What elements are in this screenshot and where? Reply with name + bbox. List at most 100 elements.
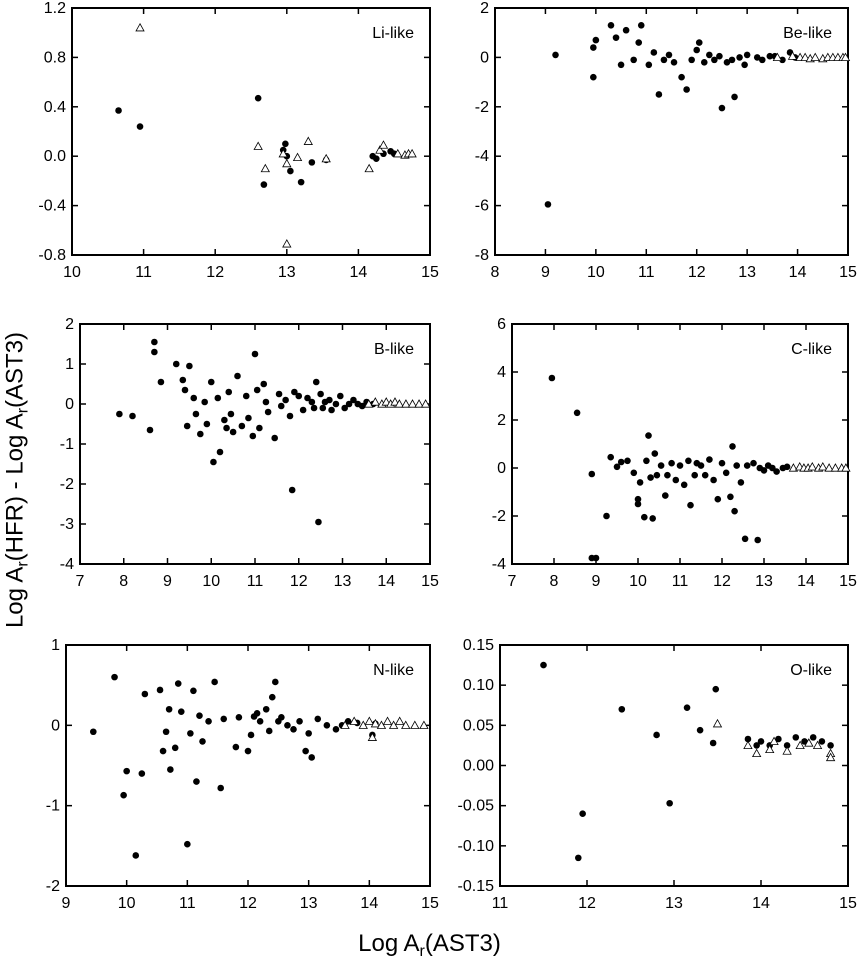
y-tick-label: -6 bbox=[475, 198, 489, 215]
data-point-circle bbox=[287, 167, 294, 175]
data-point-circle bbox=[718, 104, 726, 112]
plot-frame bbox=[511, 323, 849, 565]
data-point-triangle bbox=[382, 716, 393, 725]
data-point-circle bbox=[201, 398, 208, 406]
x-tick-label: 11 bbox=[672, 573, 689, 590]
y-tick-label: -0.05 bbox=[458, 798, 495, 815]
data-point-circle bbox=[693, 46, 701, 54]
data-point-circle bbox=[227, 410, 235, 418]
data-point-triangle bbox=[414, 399, 424, 408]
data-point-circle bbox=[217, 784, 224, 792]
data-point-circle bbox=[308, 159, 316, 166]
panel-li-like: 10 11 12 13 14 15 -0.8 -0.4 0.0 0.4 0.8 1.2 Li-like bbox=[38, 0, 439, 281]
data-point-circle bbox=[603, 512, 610, 520]
y-tick-label: -4 bbox=[60, 556, 74, 573]
y-tick-label: -1 bbox=[46, 798, 60, 815]
x-tick-label: 10 bbox=[63, 264, 81, 281]
data-point-triangle bbox=[810, 52, 820, 61]
data-point-circle bbox=[268, 693, 276, 701]
data-point-circle bbox=[728, 56, 736, 64]
data-point-circle bbox=[736, 54, 743, 61]
data-point-circle bbox=[701, 471, 709, 479]
data-point-circle bbox=[296, 718, 303, 725]
data-point-circle bbox=[156, 686, 164, 694]
data-point-circle bbox=[766, 52, 774, 60]
data-point-circle bbox=[115, 107, 122, 114]
x-tick-label: 13 bbox=[738, 264, 756, 281]
x-tick-label: 13 bbox=[278, 264, 296, 281]
panel-title: O-like bbox=[790, 662, 832, 679]
data-point-circle bbox=[653, 731, 660, 739]
data-point-circle bbox=[683, 704, 691, 711]
data-point-triangle bbox=[787, 51, 798, 60]
data-point-circle bbox=[691, 471, 698, 479]
data-point-circle bbox=[312, 378, 320, 386]
data-point-circle bbox=[141, 690, 149, 698]
data-point-circle bbox=[244, 747, 252, 755]
data-point-circle bbox=[260, 181, 268, 188]
data-point-triangle bbox=[818, 461, 828, 471]
data-point-circle bbox=[660, 56, 668, 64]
data-point-circle bbox=[304, 394, 311, 402]
y-tick-label: 2 bbox=[65, 316, 74, 333]
data-point-circle bbox=[712, 685, 720, 693]
data-point-circle bbox=[540, 661, 547, 669]
data-point-circle bbox=[695, 39, 703, 46]
data-point-circle bbox=[731, 93, 738, 101]
data-point-triangle bbox=[420, 399, 431, 408]
data-point-circle bbox=[709, 739, 717, 747]
data-point-circle bbox=[575, 854, 582, 862]
data-point-circle bbox=[253, 386, 261, 394]
data-point-triangle bbox=[824, 463, 834, 472]
y-tick-label: 0 bbox=[51, 717, 60, 734]
panel-title: B-like bbox=[374, 341, 414, 358]
y-tick-label: -0.4 bbox=[38, 198, 66, 215]
data-point-triangle bbox=[830, 463, 841, 472]
data-point-circle bbox=[242, 392, 250, 400]
y-tick-label: 0.15 bbox=[463, 637, 494, 654]
y-tick-label: -2 bbox=[492, 508, 506, 525]
data-point-circle bbox=[190, 394, 198, 402]
data-point-triangle bbox=[712, 718, 723, 728]
data-point-triangle bbox=[419, 720, 429, 729]
data-point-circle bbox=[256, 424, 263, 432]
x-tick-label: 14 bbox=[752, 895, 770, 912]
data-point-circle bbox=[184, 840, 191, 848]
data-point-circle bbox=[809, 734, 817, 741]
data-point-circle bbox=[138, 770, 146, 777]
data-point-triangle bbox=[292, 152, 303, 162]
data-point-circle bbox=[197, 430, 204, 438]
data-point-circle bbox=[235, 714, 243, 721]
data-point-circle bbox=[579, 810, 586, 817]
data-point-circle bbox=[760, 467, 768, 474]
data-point-circle bbox=[634, 500, 642, 508]
data-point-triangle bbox=[253, 141, 263, 150]
data-point-circle bbox=[590, 44, 597, 51]
data-point-circle bbox=[310, 404, 318, 412]
plot-frame bbox=[71, 7, 431, 256]
data-point-circle bbox=[264, 408, 272, 416]
x-tick-label: 11 bbox=[247, 573, 264, 590]
data-point-triangle bbox=[381, 397, 391, 406]
x-tick-label: 12 bbox=[578, 895, 596, 912]
data-point-circle bbox=[253, 709, 261, 717]
data-point-circle bbox=[262, 705, 270, 713]
data-point-circle bbox=[186, 362, 193, 370]
y-tick-label: 0.4 bbox=[44, 99, 66, 116]
data-point-circle bbox=[314, 715, 322, 723]
panel-c-like: 7 8 9 10 11 12 13 14 15 -4 -2 0 2 4 6 C-like bbox=[492, 316, 857, 590]
y-tick-label: 0 bbox=[497, 460, 506, 477]
x-tick-label: 14 bbox=[377, 573, 395, 590]
y-tick-label: 0.00 bbox=[463, 758, 494, 775]
data-point-circle bbox=[196, 712, 203, 719]
data-point-triangle bbox=[800, 52, 810, 61]
x-tick-label: 14 bbox=[797, 573, 815, 590]
data-point-circle bbox=[332, 726, 340, 733]
plot-frame bbox=[494, 7, 849, 256]
data-point-triangle bbox=[393, 148, 403, 158]
data-point-circle bbox=[754, 536, 761, 544]
data-point-circle bbox=[174, 680, 182, 687]
data-point-circle bbox=[714, 495, 722, 503]
data-point-circle bbox=[653, 471, 661, 479]
